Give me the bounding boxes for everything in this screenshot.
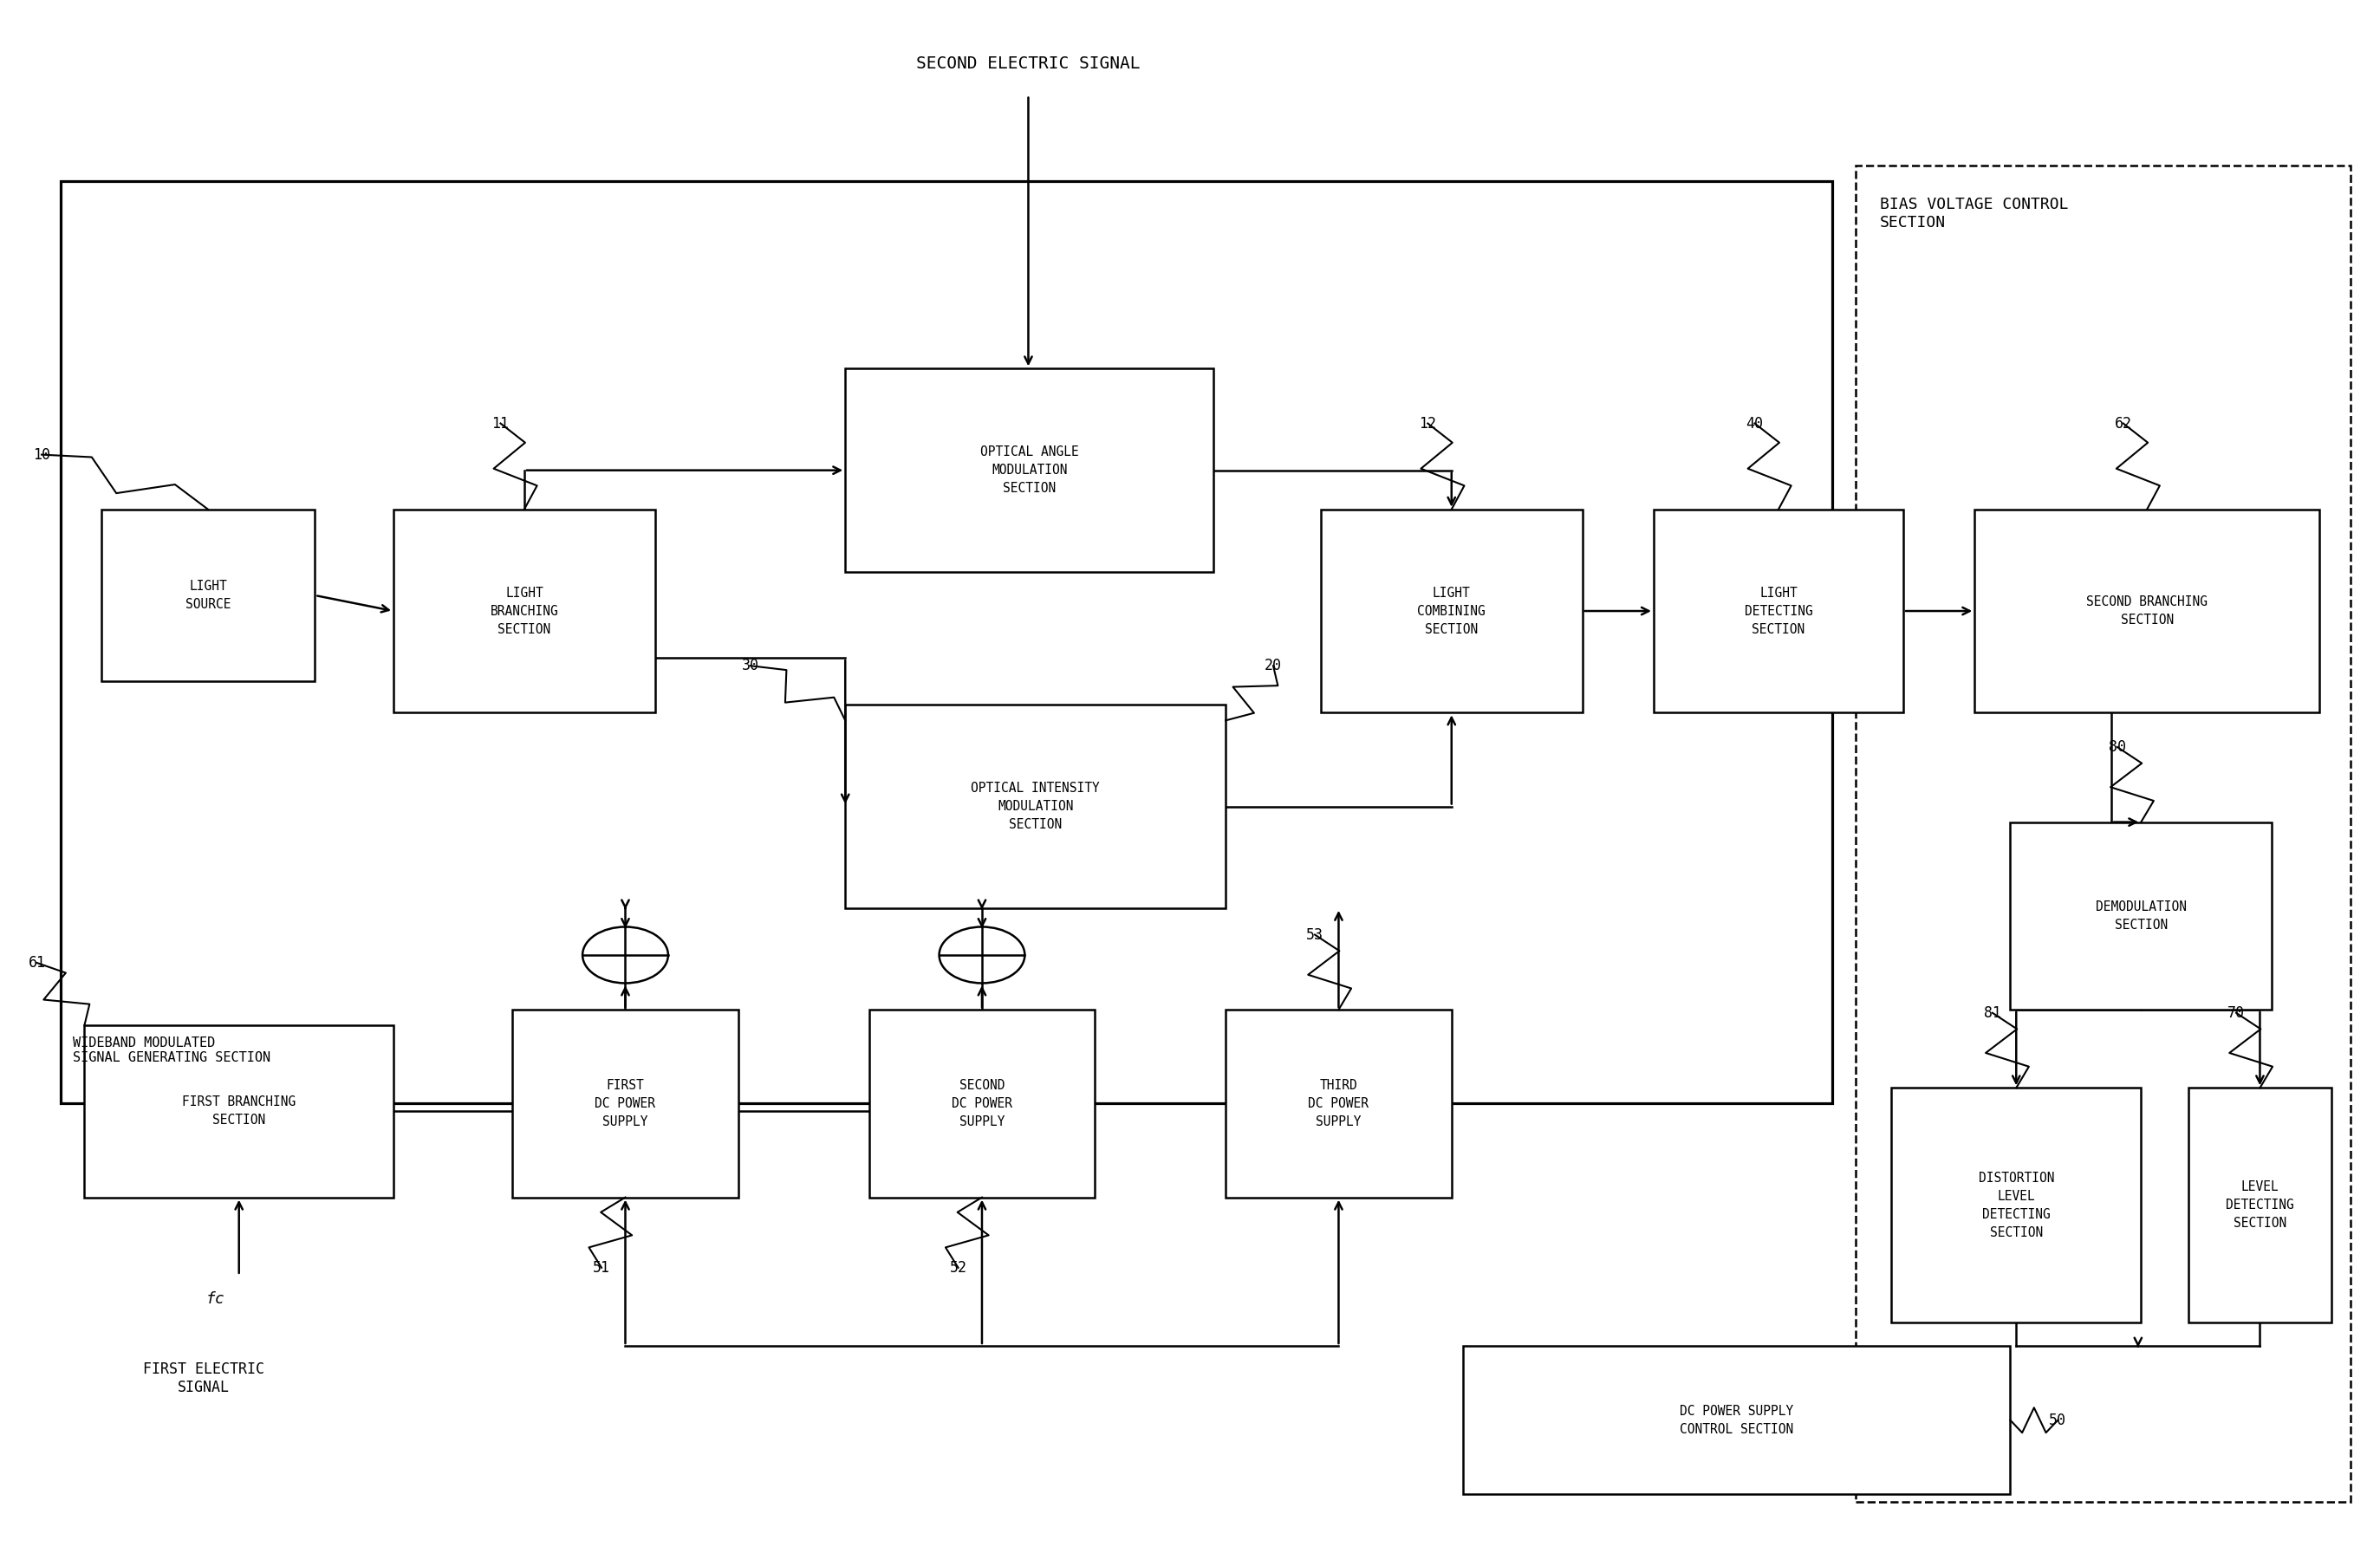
Text: OPTICAL INTENSITY
MODULATION
SECTION: OPTICAL INTENSITY MODULATION SECTION [971, 781, 1100, 832]
Text: 51: 51 [593, 1261, 609, 1276]
Text: DEMODULATION
SECTION: DEMODULATION SECTION [2094, 900, 2187, 932]
Bar [512, 1010, 738, 1198]
Text: LIGHT
COMBINING
SECTION: LIGHT COMBINING SECTION [1418, 586, 1485, 636]
Text: SECOND
DC POWER
SUPPLY: SECOND DC POWER SUPPLY [952, 1079, 1012, 1128]
Text: 30: 30 [743, 658, 759, 673]
Text: LIGHT
DETECTING
SECTION: LIGHT DETECTING SECTION [1745, 586, 1814, 636]
Text: fc: fc [205, 1292, 224, 1306]
Text: WIDEBAND MODULATED
SIGNAL GENERATING SECTION: WIDEBAND MODULATED SIGNAL GENERATING SEC… [71, 1037, 271, 1065]
Text: 10: 10 [33, 446, 50, 462]
Bar [60, 182, 1833, 1104]
Text: LIGHT
SOURCE: LIGHT SOURCE [186, 579, 231, 611]
Bar [869, 1010, 1095, 1198]
Text: 70: 70 [2228, 1005, 2244, 1021]
Text: 61: 61 [29, 955, 45, 971]
Text: SECOND BRANCHING
SECTION: SECOND BRANCHING SECTION [2087, 595, 2209, 626]
Text: 52: 52 [950, 1261, 966, 1276]
Text: FIRST
DC POWER
SUPPLY: FIRST DC POWER SUPPLY [595, 1079, 655, 1128]
Text: FIRST ELECTRIC
SIGNAL: FIRST ELECTRIC SIGNAL [143, 1361, 264, 1395]
Bar [845, 368, 1214, 572]
Text: 12: 12 [1418, 415, 1438, 431]
Text: LEVEL
DETECTING
SECTION: LEVEL DETECTING SECTION [2225, 1181, 2294, 1229]
Bar [2011, 822, 2273, 1010]
Bar [1892, 1088, 2142, 1322]
Circle shape [583, 927, 669, 983]
Bar [83, 1026, 393, 1198]
Bar [1856, 166, 2351, 1502]
Circle shape [940, 927, 1026, 983]
Text: DISTORTION
LEVEL
DETECTING
SECTION: DISTORTION LEVEL DETECTING SECTION [1978, 1171, 2054, 1239]
Text: BIAS VOLTAGE CONTROL
SECTION: BIAS VOLTAGE CONTROL SECTION [1880, 197, 2068, 230]
Text: 50: 50 [2049, 1413, 2066, 1428]
Bar [1975, 509, 2320, 713]
Bar [845, 705, 1226, 908]
Text: 80: 80 [2109, 739, 2125, 755]
Text: SECOND ELECTRIC SIGNAL: SECOND ELECTRIC SIGNAL [916, 55, 1140, 72]
Text: OPTICAL ANGLE
MODULATION
SECTION: OPTICAL ANGLE MODULATION SECTION [981, 446, 1078, 495]
Bar [1464, 1345, 2011, 1494]
Text: 53: 53 [1307, 927, 1323, 943]
Text: 20: 20 [1264, 658, 1283, 673]
Bar [393, 509, 655, 713]
Text: 62: 62 [2113, 415, 2132, 431]
Bar [1226, 1010, 1452, 1198]
Bar [100, 509, 314, 681]
Bar [1654, 509, 1904, 713]
Text: 11: 11 [493, 415, 509, 431]
Text: THIRD
DC POWER
SUPPLY: THIRD DC POWER SUPPLY [1309, 1079, 1368, 1128]
Bar [1321, 509, 1583, 713]
Text: LIGHT
BRANCHING
SECTION: LIGHT BRANCHING SECTION [490, 586, 559, 636]
Bar [2190, 1088, 2332, 1322]
Text: FIRST BRANCHING
SECTION: FIRST BRANCHING SECTION [183, 1096, 295, 1128]
Text: 81: 81 [1985, 1005, 2002, 1021]
Text: 40: 40 [1747, 415, 1764, 431]
Text: DC POWER SUPPLY
CONTROL SECTION: DC POWER SUPPLY CONTROL SECTION [1680, 1405, 1795, 1436]
